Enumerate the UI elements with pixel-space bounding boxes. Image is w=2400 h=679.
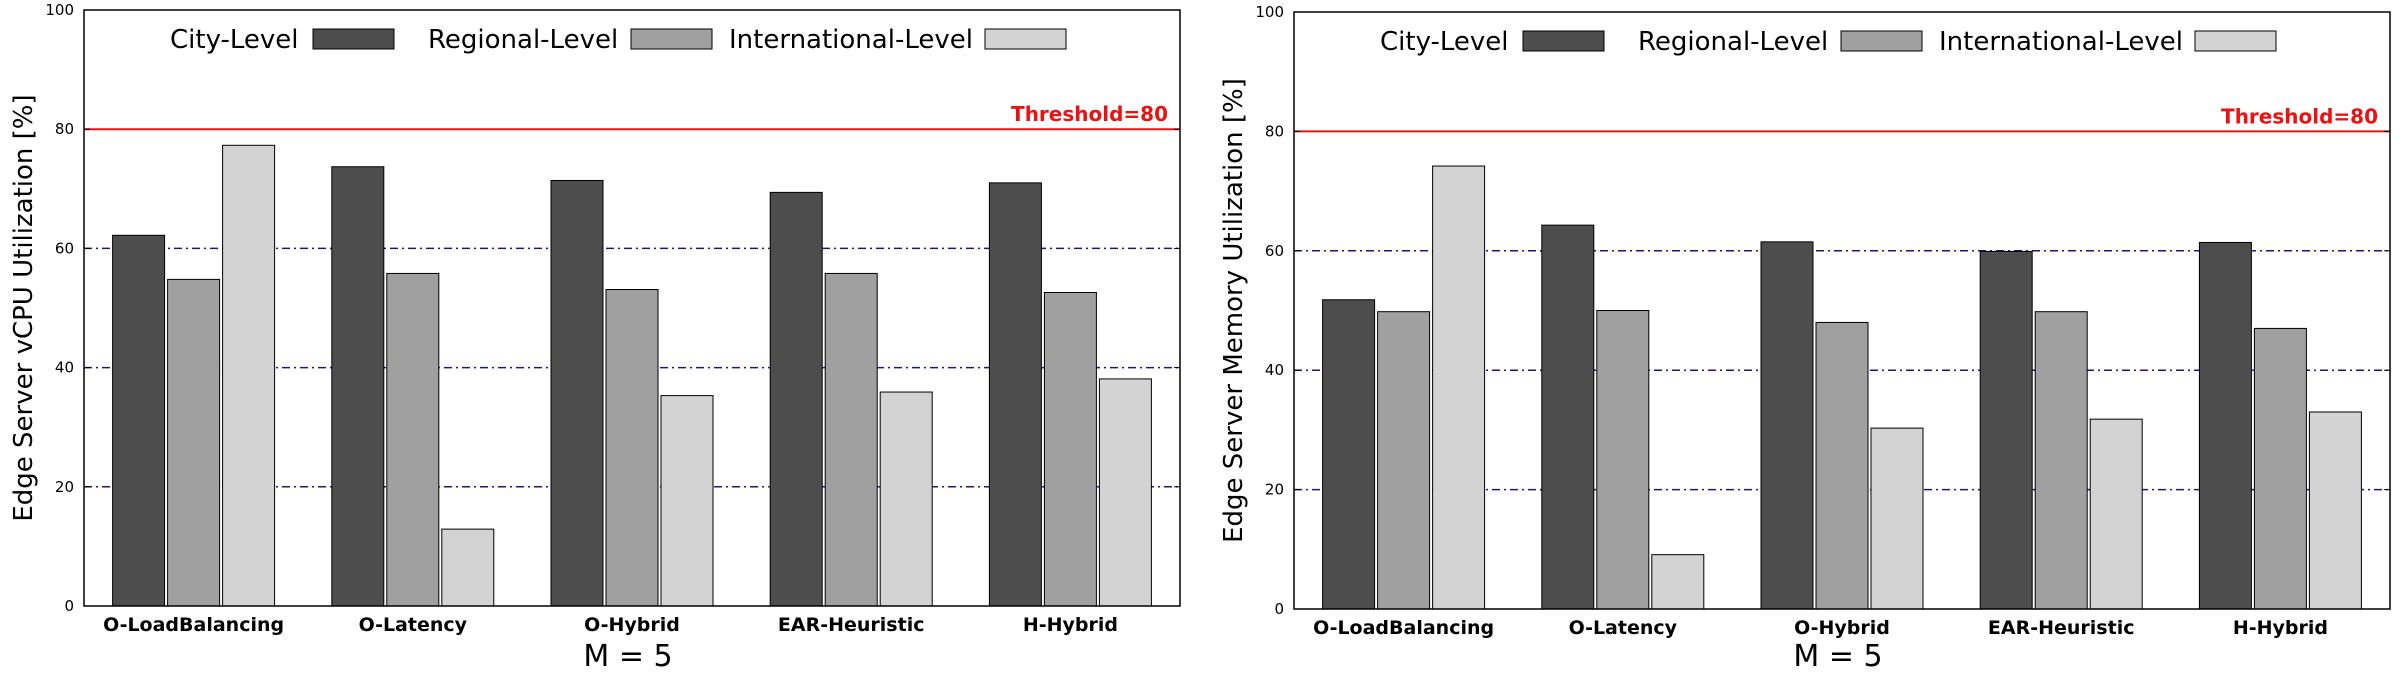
bar-city-level — [1322, 299, 1376, 610]
y-tick-label: 40 — [1265, 361, 1284, 379]
legend-label: Regional-Level — [428, 25, 618, 55]
bar-international-level — [879, 391, 933, 607]
bar-city-level — [769, 191, 823, 607]
bar-international-level — [1651, 554, 1705, 610]
chart-caption: M = 5 — [1793, 639, 1882, 674]
bar-international-level — [2308, 411, 2362, 610]
y-tick-label: 100 — [1255, 3, 1284, 21]
x-axis-tick-labels: O-LoadBalancing O-Latency O-Hybrid EAR-Heur… — [1313, 617, 2328, 639]
threshold-group: Threshold=80 — [84, 102, 1180, 131]
x-tick-label: O-LoadBalancing — [1313, 617, 1494, 639]
bar-regional-level — [2034, 311, 2088, 610]
y-tick-label: 80 — [55, 120, 74, 138]
bar-international-level — [1432, 165, 1486, 610]
plot-frame — [1293, 11, 2391, 610]
legend-swatch — [312, 28, 395, 50]
bar-regional-level — [1043, 292, 1097, 607]
plot-frame — [83, 9, 1181, 607]
bar-city-level — [1760, 241, 1814, 610]
bar-city-level — [331, 166, 385, 607]
bar-city-level — [550, 179, 604, 607]
chart-panel-vcpu: Threshold=80 0 20 40 60 80 100 O-LoadBalancin… — [9, 1, 1181, 674]
bar-city-level — [1541, 224, 1595, 610]
x-tick-label: EAR-Heuristic — [1988, 617, 2135, 639]
y-tick-label: 80 — [1265, 122, 1284, 140]
bar-international-level — [1098, 378, 1152, 607]
legend-label: International-Level — [729, 25, 973, 55]
legend-swatch — [1840, 30, 1923, 52]
threshold-label: Threshold=80 — [2221, 104, 2378, 128]
chart-caption: M = 5 — [583, 639, 672, 674]
bar-city-level — [2198, 241, 2252, 610]
legend-swatch — [1522, 30, 1605, 52]
y-axis-ticks: 0 20 40 60 80 100 — [45, 1, 1180, 615]
legend-label: City-Level — [170, 25, 299, 55]
y-tick-label: 20 — [1265, 481, 1284, 499]
y-axis-label: Edge Server Memory Utilization [%] — [1219, 78, 1249, 543]
bar-regional-level — [1815, 321, 1869, 610]
legend-label: City-Level — [1380, 27, 1509, 57]
x-tick-label: O-Latency — [1569, 617, 1678, 639]
x-tick-label: O-LoadBalancing — [103, 614, 284, 636]
x-tick-label: H-Hybrid — [2233, 617, 2328, 639]
y-axis-ticks: 0 20 40 60 80 100 — [1255, 3, 2390, 618]
bar-city-level — [112, 234, 166, 607]
y-tick-label: 60 — [55, 239, 74, 257]
bar-regional-level — [824, 272, 878, 607]
legend-label: Regional-Level — [1638, 27, 1828, 57]
bar-international-level — [2089, 418, 2143, 610]
x-tick-label: O-Hybrid — [1794, 617, 1890, 639]
bar-regional-level — [2253, 327, 2307, 610]
chart-panel-memory: Threshold=80 0 20 40 60 80 100 O-LoadBalancin… — [1219, 3, 2391, 674]
x-tick-label: EAR-Heuristic — [778, 614, 925, 636]
x-tick-label: O-Latency — [359, 614, 468, 636]
legend-swatch — [984, 28, 1067, 50]
y-tick-label: 20 — [55, 478, 74, 496]
bar-regional-level — [605, 289, 659, 607]
y-tick-label: 40 — [55, 359, 74, 377]
bar-international-level — [660, 395, 714, 607]
legend: City-Level Regional-Level International-Le… — [1380, 27, 2277, 57]
bar-international-level — [1870, 427, 1924, 610]
threshold-label: Threshold=80 — [1011, 102, 1168, 126]
y-tick-label: 100 — [45, 1, 74, 19]
bar-regional-level — [1596, 310, 1650, 610]
bar-regional-level — [386, 272, 440, 607]
legend-label: International-Level — [1939, 27, 2183, 57]
x-tick-label: H-Hybrid — [1023, 614, 1118, 636]
y-tick-label: 0 — [1274, 600, 1284, 618]
legend: City-Level Regional-Level International-Le… — [170, 25, 1067, 55]
bar-city-level — [988, 182, 1042, 607]
bar-regional-level — [167, 278, 221, 607]
bar-international-level — [441, 528, 495, 607]
legend-swatch — [630, 28, 713, 50]
bars-group — [1322, 165, 2362, 610]
x-tick-label: O-Hybrid — [584, 614, 680, 636]
bars-group — [112, 144, 1152, 607]
bar-international-level — [222, 144, 276, 607]
bar-regional-level — [1377, 311, 1431, 610]
legend-swatch — [2194, 30, 2277, 52]
bar-city-level — [1979, 250, 2033, 610]
y-tick-label: 60 — [1265, 242, 1284, 260]
y-axis-label: Edge Server vCPU Utilization [%] — [9, 94, 39, 521]
x-axis-tick-labels: O-LoadBalancing O-Latency O-Hybrid EAR-Heur… — [103, 614, 1118, 636]
threshold-group: Threshold=80 — [1294, 104, 2390, 133]
y-tick-label: 0 — [64, 597, 74, 615]
